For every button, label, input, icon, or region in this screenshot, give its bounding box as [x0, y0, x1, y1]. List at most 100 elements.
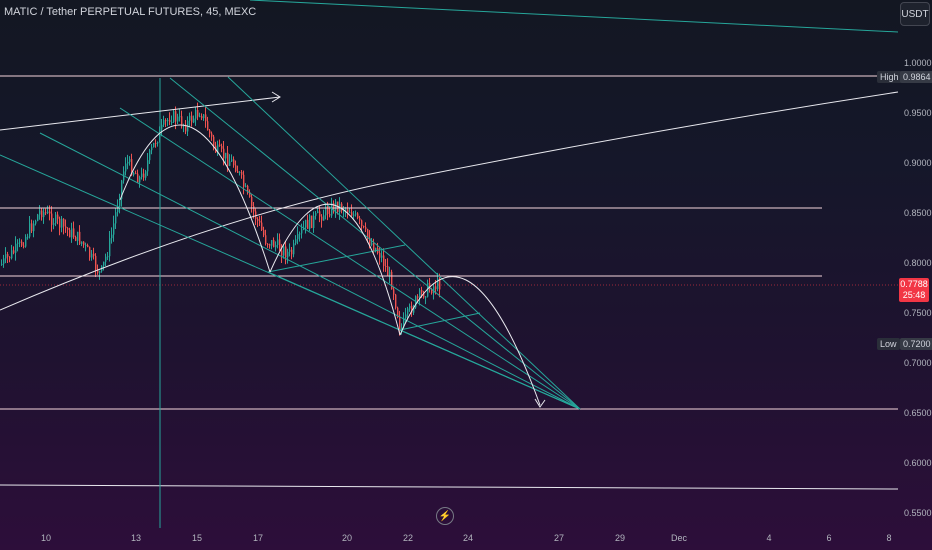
- candle-body: [21, 241, 23, 246]
- date-tick: Dec: [670, 533, 688, 543]
- date-tick: 6: [826, 533, 832, 543]
- price-tick: 1.0000: [904, 58, 932, 68]
- candle-body: [67, 228, 69, 230]
- candle-body: [295, 239, 297, 244]
- candle-body: [257, 219, 259, 221]
- fan-line: [399, 329, 581, 410]
- candle-body: [325, 206, 327, 216]
- candle-body: [309, 215, 311, 229]
- candle-body: [83, 241, 85, 246]
- candle-body: [93, 253, 95, 256]
- candle-body: [259, 220, 261, 223]
- long-arc-line[interactable]: [0, 91, 899, 311]
- price-tick: 0.7500: [904, 308, 932, 318]
- upper-arrow-line[interactable]: [0, 96, 281, 131]
- candle-body: [425, 296, 427, 298]
- candle-body: [397, 307, 399, 318]
- currency-button[interactable]: USDT: [900, 2, 930, 26]
- candle-body: [365, 227, 367, 230]
- date-tick: 15: [191, 533, 203, 543]
- candle-body: [241, 172, 243, 175]
- candle-body: [3, 258, 5, 264]
- candle-body: [199, 116, 201, 118]
- date-tick: 20: [341, 533, 353, 543]
- candle-body: [109, 238, 111, 257]
- candle-body: [413, 307, 415, 313]
- price-tick: 0.6000: [904, 458, 932, 468]
- candle-body: [237, 171, 239, 173]
- bar-countdown: 25:48: [902, 290, 926, 300]
- middle-arc: [269, 203, 401, 336]
- candle-body: [33, 223, 35, 232]
- candle-body: [421, 289, 423, 293]
- candle-body: [273, 239, 275, 248]
- date-tick: 4: [766, 533, 772, 543]
- candle-body: [391, 271, 393, 290]
- candle-body: [245, 185, 247, 187]
- fan-line: [39, 132, 581, 410]
- candle-body: [429, 283, 431, 290]
- candle-body: [393, 289, 395, 295]
- candle-body: [113, 223, 115, 235]
- candles-layer: [1, 102, 441, 336]
- candle-body: [349, 212, 351, 214]
- candle-body: [89, 247, 91, 258]
- candle-body: [293, 243, 295, 255]
- upper-arrow-head: [271, 91, 281, 103]
- date-tick: 22: [402, 533, 414, 543]
- candle-body: [205, 114, 207, 122]
- candle-body: [9, 256, 11, 259]
- fan-line: [169, 77, 581, 410]
- candle-body: [15, 243, 17, 253]
- lightning-bolt-icon[interactable]: ⚡: [436, 507, 454, 525]
- candle-body: [19, 241, 21, 243]
- candle-body: [171, 121, 173, 123]
- candle-body: [59, 218, 61, 228]
- candle-body: [319, 211, 321, 217]
- price-tick: 0.9500: [904, 108, 932, 118]
- candle-body: [247, 185, 249, 193]
- candle-body: [301, 229, 303, 234]
- candle-body: [153, 142, 155, 148]
- candle-body: [227, 152, 229, 166]
- candle-body: [167, 119, 169, 122]
- candle-body: [369, 237, 371, 246]
- candle-body: [367, 229, 369, 238]
- candle-body: [323, 215, 325, 221]
- price-tick: 0.8500: [904, 208, 932, 218]
- candle-body: [347, 209, 349, 213]
- candle-body: [321, 216, 323, 221]
- candle-body: [115, 212, 117, 224]
- candle-body: [117, 206, 119, 213]
- candle-body: [131, 159, 133, 175]
- candle-body: [269, 244, 271, 246]
- candle-body: [31, 223, 33, 232]
- candle-body: [87, 244, 89, 248]
- candle-body: [1, 263, 3, 265]
- candle-body: [355, 213, 357, 215]
- high-label: High: [877, 71, 902, 83]
- candle-body: [409, 305, 411, 309]
- lower-trend-line[interactable]: [0, 484, 899, 490]
- channel-top-line[interactable]: [249, 0, 899, 33]
- candle-body: [13, 250, 15, 253]
- candle-body: [141, 173, 143, 178]
- candle-body: [437, 278, 439, 290]
- candle-body: [285, 246, 287, 258]
- candle-body: [103, 261, 105, 266]
- symbol-title[interactable]: MATIC / Tether PERPETUAL FUTURES, 45, ME…: [4, 6, 257, 18]
- candle-body: [129, 159, 131, 162]
- candle-body: [225, 152, 227, 159]
- candle-body: [359, 218, 361, 221]
- candle-body: [203, 114, 205, 119]
- candle-body: [267, 243, 269, 245]
- candle-body: [179, 116, 181, 118]
- candle-body: [311, 215, 313, 228]
- candle-body: [169, 119, 171, 123]
- candle-body: [291, 249, 293, 255]
- candle-body: [157, 142, 159, 144]
- candle-body: [207, 121, 209, 131]
- price-tick: 0.9000: [904, 158, 932, 168]
